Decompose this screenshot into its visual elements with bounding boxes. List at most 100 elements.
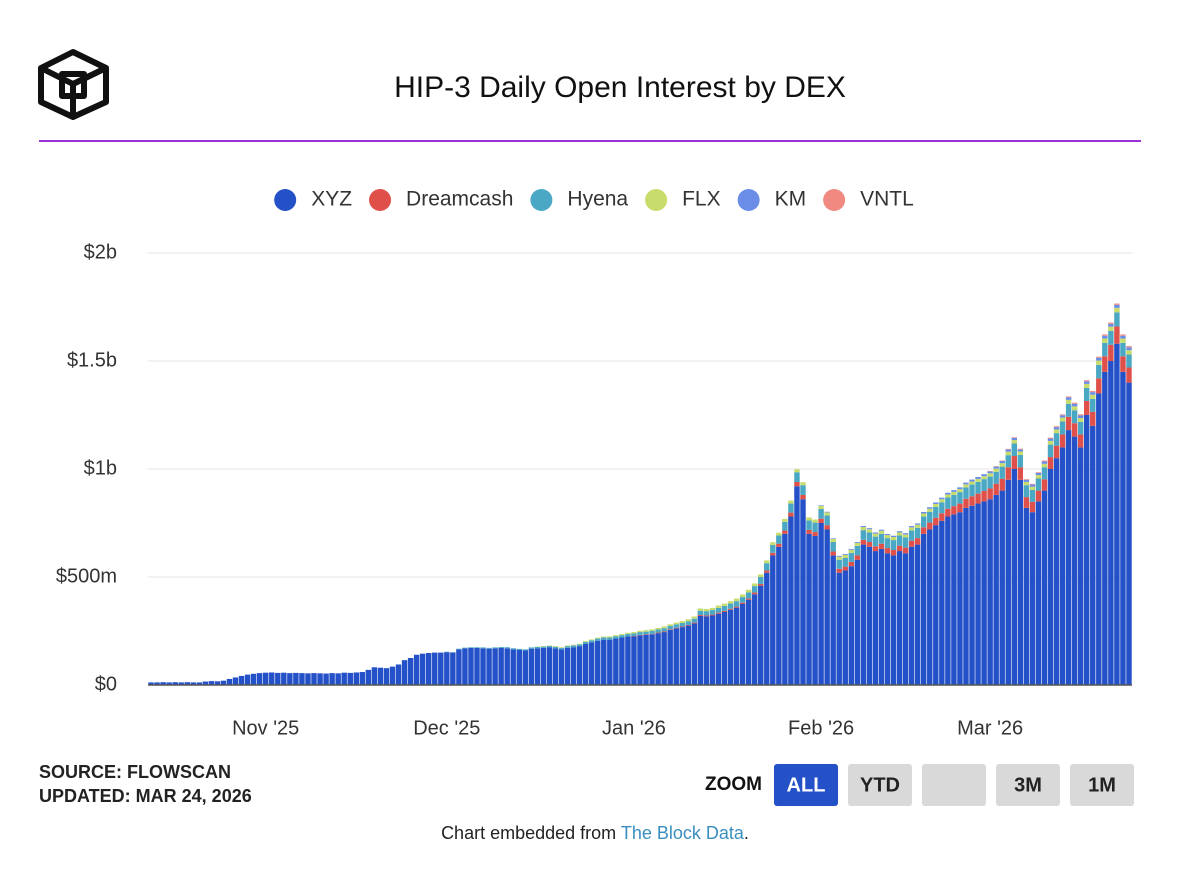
bar-segment: [1017, 479, 1024, 685]
bar-segment: [1059, 415, 1066, 418]
bar-segment: [848, 552, 855, 562]
bar-segment: [576, 643, 583, 645]
bar-segment: [884, 538, 891, 549]
x-tick-label: Dec '25: [413, 717, 480, 739]
bar-segment: [933, 517, 939, 526]
zoom-button-label[interactable]: 3M: [1014, 774, 1042, 796]
bar-segment: [703, 615, 710, 617]
legend-label: Hyena: [567, 188, 628, 211]
bar-segment: [1114, 326, 1120, 344]
bar-segment: [818, 505, 824, 506]
bar-segment: [963, 487, 969, 499]
legend-item[interactable]: XYZ: [274, 188, 352, 211]
bar-segment: [673, 624, 679, 628]
bar-segment: [1017, 449, 1024, 452]
bar-segment: [1029, 486, 1036, 490]
bar-segment: [921, 533, 927, 685]
bar-segment: [890, 540, 897, 550]
bar-segment: [1005, 448, 1011, 450]
bar-segment: [1035, 490, 1042, 502]
legend-item[interactable]: KM: [737, 188, 807, 211]
bar-segment: [872, 551, 879, 685]
bar-segment: [1108, 330, 1114, 345]
bar-segment: [776, 543, 782, 547]
bar-segment: [661, 631, 667, 633]
bar-segment: [492, 648, 498, 685]
bar-segment: [643, 631, 649, 635]
bar-segment: [1114, 304, 1120, 308]
bar-segment: [751, 594, 758, 685]
zoom-button[interactable]: [848, 764, 912, 806]
legend-swatch: [645, 189, 668, 211]
bar-segment: [842, 554, 848, 558]
bar-segment: [818, 518, 824, 523]
zoom-button-label[interactable]: YTD: [860, 774, 900, 796]
bar-segment: [1023, 481, 1030, 486]
bar-segment: [896, 551, 903, 685]
bar-segment: [160, 682, 166, 685]
bar-segment: [794, 472, 800, 482]
bar-segment: [824, 511, 830, 513]
bar-segment: [812, 522, 818, 533]
legend-item[interactable]: Dreamcash: [369, 188, 513, 211]
bar-segment: [776, 535, 782, 544]
bar-segment: [504, 647, 510, 649]
bar-segment: [902, 534, 909, 538]
bar-segment: [492, 647, 498, 649]
legend-label: FLX: [682, 188, 721, 211]
legend-label: VNTL: [860, 188, 914, 211]
bar-segment: [764, 570, 770, 573]
zoom-button-label[interactable]: ALL: [787, 774, 826, 796]
bar-segment: [1071, 406, 1078, 411]
bar-segment: [1077, 414, 1084, 416]
bar-segment: [987, 471, 993, 474]
bar-segment: [939, 520, 945, 685]
bar-segment: [1126, 382, 1132, 685]
bar-segment: [957, 489, 963, 493]
bar-segment: [993, 468, 999, 472]
bar-segment: [679, 623, 685, 627]
bar-segment: [1005, 449, 1011, 452]
bar-segment: [902, 553, 909, 685]
bar-segment: [824, 525, 830, 530]
bar-segment: [848, 549, 855, 553]
bar-segment: [914, 538, 921, 545]
zoom-button[interactable]: [1070, 764, 1134, 806]
zoom-button[interactable]: [996, 764, 1060, 806]
bar-segment: [908, 527, 915, 531]
legend-item[interactable]: Hyena: [530, 188, 628, 211]
bar-segment: [739, 602, 746, 604]
legend-item[interactable]: VNTL: [823, 188, 914, 211]
bar-segment: [818, 523, 824, 685]
bar-segment: [1065, 396, 1072, 398]
bar-segment: [860, 539, 867, 545]
bar-segment: [468, 647, 474, 648]
footer-link[interactable]: The Block Data: [621, 823, 745, 843]
bar-segment: [1059, 447, 1066, 685]
bar-segment: [1005, 455, 1011, 468]
bar-segment: [733, 598, 740, 602]
bar-segment: [601, 637, 607, 640]
bar-segment: [534, 648, 541, 685]
bar-segment: [709, 615, 716, 685]
zoom-button[interactable]: [774, 764, 838, 806]
bar-segment: [872, 532, 879, 534]
legend-item[interactable]: FLX: [645, 188, 721, 211]
bar-segment: [166, 682, 172, 685]
zoom-button[interactable]: [922, 764, 986, 806]
bar-segment: [908, 546, 915, 685]
bar-segment: [866, 529, 873, 533]
bar-segment: [890, 550, 897, 556]
bar-segment: [764, 560, 770, 564]
bar-segment: [921, 527, 927, 534]
bar-segment: [776, 532, 782, 536]
bar-segment: [751, 592, 758, 595]
bar-segment: [444, 652, 450, 685]
zoom-button-label[interactable]: 1M: [1088, 774, 1116, 796]
bar-segment: [576, 644, 583, 647]
bar-segment: [812, 532, 818, 536]
bar-segment: [975, 481, 981, 494]
bar-segment: [878, 533, 885, 544]
y-tick-label: $0: [95, 673, 117, 695]
bar-segment: [595, 637, 601, 639]
